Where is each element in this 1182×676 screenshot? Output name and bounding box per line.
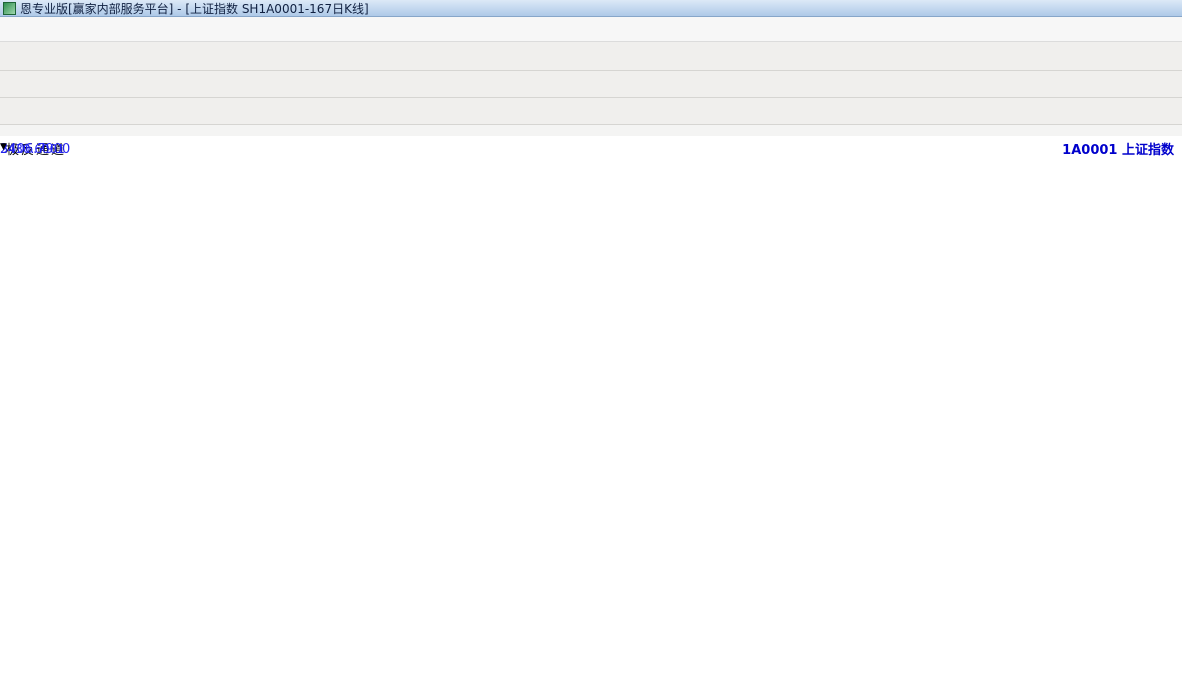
app-icon [3,1,16,15]
kline-pane[interactable] [0,136,1182,368]
macd-pane[interactable] [0,563,1182,676]
left-price-annotation: 2430.6001 [0,142,65,156]
price-annotation: 3406.7900 [0,142,71,157]
window-title: 恩专业版[赢家内部服务平台] - [上证指数 SH1A0001-167日K线] [20,1,369,16]
indicator-name: 极反通道 [6,143,67,158]
menu-bar [0,17,1182,42]
toolbar-tools [0,71,1182,98]
channel-indicator-header: 极反通道 [6,139,80,158]
marker-triangle: ▼ [0,142,7,152]
title-bar[interactable]: 恩专业版[赢家内部服务平台] - [上证指数 SH1A0001-167日K线] [0,0,1182,17]
symbol-label: 1A0001 上证指数 [1062,143,1174,158]
volume-pane[interactable] [0,476,1182,562]
chart-region [0,136,1182,676]
toolbar-main [0,42,1182,71]
toolbar-gann [0,98,1182,125]
